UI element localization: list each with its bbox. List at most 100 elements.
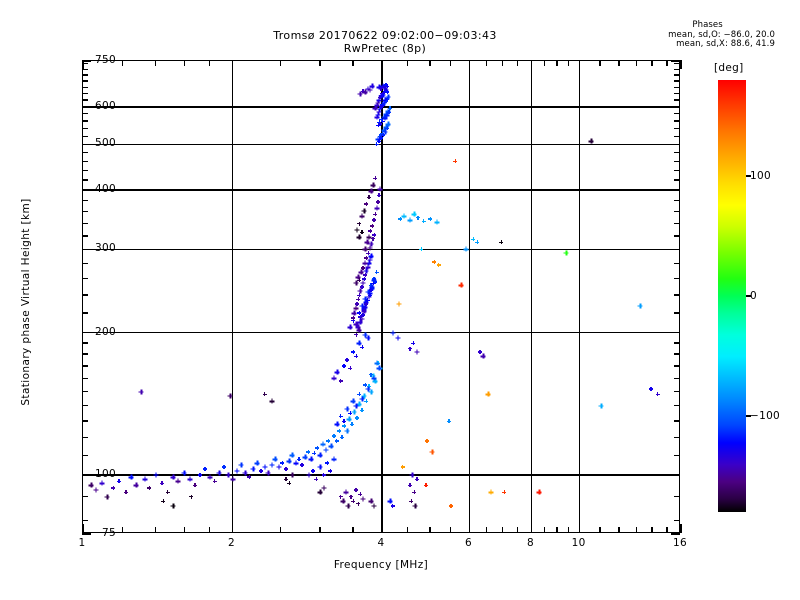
colorbar-unit-label: [deg]: [714, 62, 743, 74]
data-point: [259, 469, 263, 473]
data-point: [425, 439, 429, 443]
axis-tick-minor: [319, 527, 320, 533]
data-point: [93, 487, 98, 492]
axis-tick-minor: [82, 200, 88, 201]
data-point: [589, 139, 594, 144]
data-point: [564, 250, 569, 255]
data-point: [359, 316, 364, 321]
data-point: [342, 364, 346, 368]
axis-tick-major: [469, 524, 470, 533]
data-point: [254, 460, 259, 465]
data-point: [360, 396, 365, 401]
data-point: [124, 490, 128, 494]
data-point: [385, 90, 389, 94]
axis-tick-minor: [674, 170, 680, 171]
data-point: [362, 208, 367, 213]
data-point: [368, 229, 372, 233]
data-point: [303, 455, 308, 460]
axis-tick-minor: [352, 60, 353, 66]
axis-tick-minor: [651, 60, 652, 66]
data-point: [335, 439, 339, 443]
axis-tick-minor: [82, 455, 88, 456]
x-tick-label: 1: [79, 537, 86, 549]
axis-tick-minor: [674, 99, 680, 100]
data-point: [367, 195, 371, 199]
axis-tick-minor: [674, 200, 680, 201]
axis-tick-minor: [674, 391, 680, 392]
data-point: [386, 94, 391, 99]
data-point: [354, 488, 358, 492]
data-point: [357, 278, 361, 282]
data-point: [290, 453, 295, 458]
data-point: [372, 278, 377, 283]
colorbar: [718, 80, 746, 512]
data-point: [111, 486, 115, 490]
data-point: [187, 477, 192, 482]
axis-tick-minor: [209, 60, 210, 66]
axis-tick-minor: [674, 353, 680, 354]
data-point: [357, 328, 362, 333]
data-point: [449, 504, 453, 508]
y-tick-label: 500: [56, 137, 116, 149]
data-point: [189, 495, 193, 499]
data-point: [364, 202, 368, 206]
data-point: [453, 159, 457, 163]
colorbar-tick-label: 0: [750, 290, 757, 302]
axis-tick-major: [232, 60, 233, 69]
data-point: [306, 472, 311, 477]
y-tick-label: 200: [56, 326, 116, 338]
data-point: [366, 335, 371, 340]
data-point: [350, 422, 354, 426]
axis-tick-major: [671, 189, 680, 190]
data-point: [309, 457, 314, 462]
data-point: [360, 285, 364, 289]
data-point: [475, 240, 479, 244]
y-tick-label: 75: [56, 527, 116, 539]
axis-tick-major: [680, 60, 681, 69]
axis-tick-minor: [82, 152, 88, 153]
data-point: [284, 467, 288, 471]
data-point: [649, 387, 653, 391]
plot-area: [82, 60, 680, 533]
data-point: [407, 217, 412, 222]
axis-tick-minor: [674, 263, 680, 264]
data-point: [228, 393, 233, 398]
data-point: [203, 467, 207, 471]
data-point: [276, 464, 281, 469]
data-point: [230, 477, 235, 482]
data-point: [351, 316, 355, 320]
axis-tick-minor: [666, 527, 667, 533]
data-point: [386, 121, 391, 126]
data-point: [385, 84, 389, 88]
data-point: [129, 474, 134, 479]
data-point: [207, 474, 212, 479]
axis-tick-minor: [209, 527, 210, 533]
data-point: [312, 451, 316, 455]
axis-tick-minor: [674, 69, 680, 70]
data-point: [213, 479, 217, 483]
axis-tick-major: [671, 106, 680, 107]
data-point: [656, 392, 660, 396]
data-point: [357, 222, 361, 226]
axis-tick-minor: [82, 353, 88, 354]
data-point: [377, 366, 382, 371]
axis-tick-major: [671, 60, 680, 61]
axis-tick-minor: [82, 74, 88, 75]
data-point: [368, 189, 373, 194]
data-point: [340, 435, 344, 439]
axis-tick-minor: [82, 80, 88, 81]
axis-tick-minor: [674, 179, 680, 180]
data-point: [412, 503, 417, 508]
data-point: [375, 270, 379, 274]
axis-tick-minor: [486, 527, 487, 533]
data-point: [459, 283, 464, 288]
data-point: [391, 504, 395, 508]
axis-tick-major: [531, 524, 532, 533]
axis-tick-minor: [674, 342, 680, 343]
data-point: [198, 473, 202, 477]
data-point: [481, 354, 486, 359]
y-tick-label: 750: [56, 54, 116, 66]
data-point: [599, 403, 604, 408]
data-point: [377, 187, 382, 192]
data-point: [105, 494, 110, 499]
